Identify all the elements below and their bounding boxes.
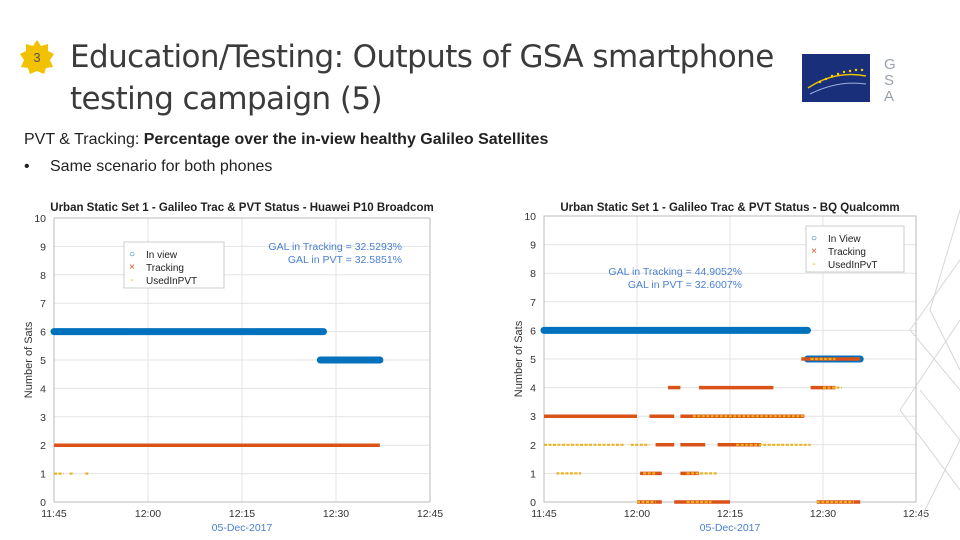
chart1-ytick-label: 5 [530, 354, 536, 366]
chart0-ytick-label: 9 [40, 241, 46, 253]
chart0-ytick-label: 7 [40, 298, 46, 310]
logo-letter-a: A [884, 88, 894, 105]
chart1-ytick-label: 10 [524, 211, 536, 223]
chart1-ytick-label: 7 [530, 297, 536, 309]
chart-bq-svg: Urban Static Set 1 - Galileo Trac & PVT … [513, 202, 929, 534]
chart0-xtick-label: 12:30 [323, 508, 349, 520]
chart0-legend-entry: Tracking [146, 263, 184, 274]
chart1-ytick-label: 2 [530, 440, 536, 452]
gsa-logo: G S A [800, 52, 900, 106]
chart0-ytick-label: 8 [40, 270, 46, 282]
chart0-ytick-label: 4 [40, 383, 46, 395]
chart0-ytick-label: 10 [34, 213, 46, 225]
chart0-annotation: GAL in PVT = 32.5851% [288, 254, 402, 266]
chart1-legend-symbol: ○ [811, 233, 817, 244]
chart1-ytick-label: 1 [530, 468, 536, 480]
chart0-title: Urban Static Set 1 - Galileo Trac & PVT … [50, 202, 433, 214]
bullet-text: Same scenario for both phones [50, 158, 273, 175]
chart1-ytick-label: 3 [530, 411, 536, 423]
chart1-xtick-label: 11:45 [531, 508, 557, 520]
chart0-xtick-label: 12:45 [417, 508, 443, 520]
chart0-xtick-label: 12:15 [229, 508, 255, 520]
chart0-ytick-label: 6 [40, 327, 46, 339]
chart1-xtick-label: 12:45 [903, 508, 929, 520]
chart1-legend-symbol: - [812, 259, 815, 270]
chart0-ylabel: Number of Sats [23, 321, 35, 398]
chart0-ytick-label: 1 [40, 469, 46, 481]
chart-huawei: Urban Static Set 1 - Galileo Trac & PVT … [18, 196, 444, 540]
chart1-annotation: GAL in Tracking = 44.9052% [608, 266, 742, 278]
chart1-xlabel: 05-Dec-2017 [700, 522, 761, 534]
chart1-xtick-label: 12:15 [717, 508, 743, 520]
chart0-annotation: GAL in Tracking = 32.5293% [268, 241, 402, 253]
chart1-xtick-label: 12:30 [810, 508, 836, 520]
chart1-ytick-label: 6 [530, 325, 536, 337]
chart0-ytick-label: 0 [40, 497, 46, 509]
chart1-legend-entry: Tracking [828, 247, 866, 258]
chart0-xtick-label: 12:00 [135, 508, 161, 520]
chart0-axes-box [53, 217, 431, 503]
slide-number-badge: 3 [20, 40, 54, 74]
chart1-legend-symbol: × [811, 246, 817, 257]
chart0-ytick-label: 5 [40, 355, 46, 367]
slide-subtitle: PVT & Tracking: Percentage over the in-v… [24, 131, 548, 149]
chart0-legend-entry: UsedInPVT [146, 276, 197, 287]
chart0-ytick-label: 2 [40, 440, 46, 452]
bullet-item: • Same scenario for both phones [24, 158, 272, 176]
chart1-title: Urban Static Set 1 - Galileo Trac & PVT … [560, 202, 899, 214]
logo-letter-s: S [884, 72, 894, 89]
slide-title: Education/Testing: Outputs of GSA smartp… [70, 39, 774, 117]
chart1-annotation: GAL in PVT = 32.6007% [628, 279, 742, 291]
chart0-xlabel: 05-Dec-2017 [212, 522, 273, 534]
logo-letter-g: G [884, 56, 896, 73]
chart0-legend-symbol: × [129, 262, 135, 273]
chart0-xtick-label: 11:45 [41, 508, 67, 520]
chart1-legend-box [805, 225, 905, 273]
slide-number: 3 [33, 50, 40, 65]
chart0-legend-box [123, 241, 225, 289]
chart1-legend-entry: In View [828, 234, 861, 245]
chart1-ylabel: Number of Sats [513, 320, 525, 397]
subtitle-prefix: PVT & Tracking: [24, 131, 144, 148]
chart0-legend-entry: In view [146, 250, 178, 261]
chart0-ytick-label: 3 [40, 412, 46, 424]
chart-huawei-svg: Urban Static Set 1 - Galileo Trac & PVT … [23, 202, 443, 534]
bullet-dot: • [24, 158, 30, 175]
decorative-lines [900, 209, 960, 521]
chart1-ytick-label: 4 [530, 383, 536, 395]
chart1-xtick-label: 12:00 [624, 508, 650, 520]
chart0-legend-symbol: - [130, 275, 133, 286]
chart0-legend-symbol: ○ [129, 249, 135, 260]
subtitle-bold: Percentage over the in-view healthy Gali… [143, 131, 549, 148]
chart-bq: Urban Static Set 1 - Galileo Trac & PVT … [510, 196, 930, 540]
chart1-legend-entry: UsedInPvT [828, 260, 877, 271]
chart1-ytick-label: 0 [530, 497, 536, 509]
chart1-ytick-label: 8 [530, 268, 536, 280]
chart1-ytick-label: 9 [530, 240, 536, 252]
